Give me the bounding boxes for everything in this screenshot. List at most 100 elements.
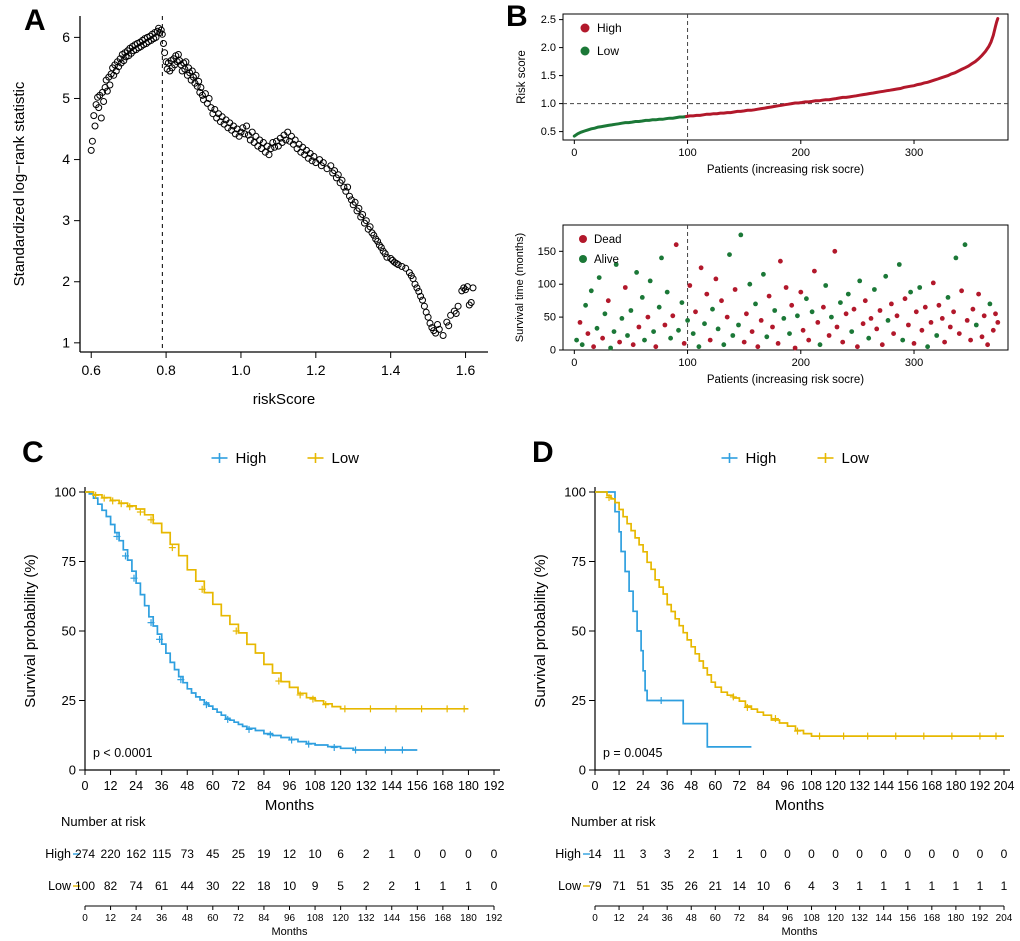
y-axis-label: Survival probability (%) [532, 554, 549, 707]
data-point [832, 248, 838, 254]
data-point [987, 301, 993, 307]
data-point [900, 337, 906, 343]
data-point [662, 322, 668, 328]
data-point [738, 232, 744, 238]
data-point [857, 278, 863, 284]
data-point [271, 143, 279, 151]
risk-curve-low [572, 115, 688, 138]
risk-row-label: Low [48, 879, 72, 893]
data-point [911, 341, 917, 346]
x-tick-label: 60 [708, 779, 722, 793]
risk-axis-tick-label: 120 [827, 913, 844, 924]
data-point [237, 128, 245, 136]
data-point [783, 285, 789, 290]
risk-count: 0 [491, 879, 498, 893]
data-point [351, 198, 359, 206]
data-point [970, 306, 976, 312]
risk-axis-tick-label: 132 [358, 913, 375, 924]
data-point [88, 137, 96, 145]
risk-count: 14 [588, 847, 602, 861]
risk-count: 18 [257, 879, 271, 893]
y-tick-label: 100 [54, 485, 76, 500]
data-point [370, 231, 378, 239]
x-tick-label: 300 [905, 147, 923, 159]
risk-count: 25 [232, 847, 246, 861]
risk-axis-tick-label: 72 [734, 913, 746, 924]
data-point [874, 326, 880, 332]
data-point [362, 217, 370, 225]
data-point [715, 326, 721, 332]
data-point [845, 291, 851, 297]
data-point [681, 341, 687, 346]
data-point [792, 345, 798, 351]
risk-count: 115 [152, 847, 171, 861]
risk-count: 19 [257, 847, 271, 861]
y-tick-label: 100 [538, 279, 556, 291]
risk-axis-tick-label: 48 [182, 913, 194, 924]
data-point [753, 301, 758, 307]
data-point [467, 299, 475, 306]
data-point [795, 313, 800, 319]
data-point [670, 313, 676, 319]
data-point [942, 339, 947, 345]
risk-count: 0 [977, 847, 984, 861]
risk-count: 274 [75, 847, 95, 861]
x-tick-label: 36 [660, 779, 674, 793]
y-tick-label: 4 [62, 151, 70, 167]
data-point [200, 96, 207, 104]
data-point [902, 296, 908, 302]
x-tick-label: 168 [921, 779, 942, 793]
risk-count: 61 [155, 879, 169, 893]
risk-axis-tick-label: 48 [686, 913, 698, 924]
data-point [193, 82, 201, 90]
data-point [976, 291, 981, 297]
x-axis-label: Months [265, 797, 314, 814]
data-point [645, 314, 651, 320]
data-point [772, 308, 778, 313]
panel-b-label: B [506, 0, 528, 33]
data-point [334, 171, 342, 179]
data-point [383, 253, 391, 261]
data-point [426, 319, 434, 327]
data-point [727, 252, 732, 257]
legend-label: Low [842, 450, 870, 467]
data-point [951, 309, 956, 315]
data-point [381, 250, 389, 258]
y-axis-label: Survival probability (%) [22, 554, 39, 707]
data-point [258, 145, 265, 153]
data-point [319, 159, 327, 167]
data-point [679, 300, 685, 305]
x-tick-label: 84 [756, 779, 770, 793]
data-point [241, 130, 249, 138]
data-point [913, 309, 919, 315]
x-tick-label: 0 [571, 147, 577, 159]
x-tick-label: 12 [612, 779, 626, 793]
km-curve-low [85, 491, 469, 710]
data-point [192, 71, 200, 79]
risk-axis-tick-label: 36 [662, 913, 674, 924]
data-point [800, 327, 806, 333]
risk-count: 2 [363, 879, 370, 893]
risk-count: 0 [928, 847, 935, 861]
data-point [995, 320, 1001, 325]
data-point [100, 98, 108, 105]
risk-row-label: High [45, 847, 71, 861]
data-point [653, 344, 659, 350]
x-tick-label: 180 [945, 779, 966, 793]
data-point [288, 132, 295, 140]
risk-axis-tick-label: 144 [383, 913, 400, 924]
data-point [707, 337, 713, 343]
risk-count: 0 [465, 847, 472, 861]
data-point [402, 264, 410, 272]
data-point [417, 292, 425, 300]
data-point [953, 255, 959, 261]
risk-count: 45 [206, 847, 220, 861]
data-point [636, 324, 642, 330]
risk-count: 1 [856, 879, 863, 893]
risk-count: 5 [337, 879, 344, 893]
risk-row-label: High [555, 847, 581, 861]
risk-axis-tick-label: 96 [284, 913, 296, 924]
y-tick-label: 2.5 [541, 14, 556, 26]
